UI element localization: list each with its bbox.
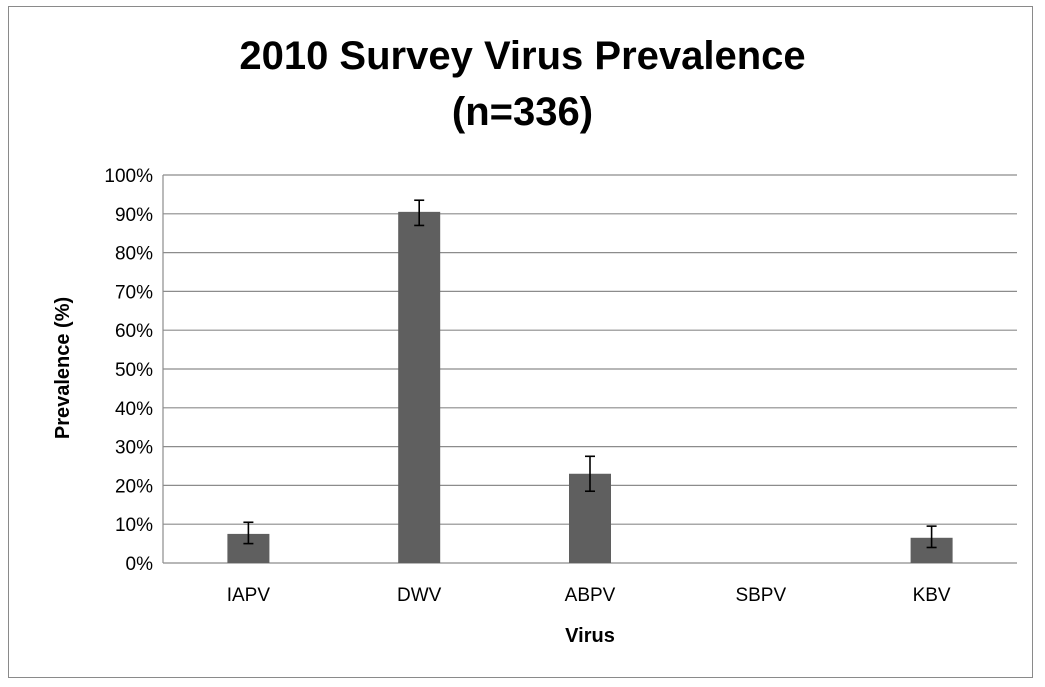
- y-tick-label: 60%: [115, 321, 153, 342]
- bar-dwv: [398, 211, 441, 564]
- x-tick-label-kbv: KBV: [913, 585, 951, 606]
- error-bar-kbv: [926, 525, 937, 549]
- y-tick-label: 100%: [104, 166, 153, 187]
- error-bars: [243, 199, 937, 549]
- y-tick-label: 0%: [126, 554, 154, 575]
- error-bar-abpv: [585, 455, 595, 493]
- y-tick-label: 50%: [115, 360, 153, 381]
- x-tick-label-sbpv: SBPV: [735, 585, 786, 606]
- x-tick-label-dwv: DWV: [397, 585, 442, 606]
- x-tick-label-abpv: ABPV: [565, 585, 616, 606]
- x-tick-label-iapv: IAPV: [227, 585, 271, 606]
- error-bar-iapv: [243, 521, 254, 545]
- y-tick-label: 90%: [115, 205, 153, 226]
- y-tick-label: 20%: [115, 476, 153, 497]
- y-tick-label: 30%: [115, 438, 153, 459]
- chart-title-line-1: 2010 Survey Virus Prevalence: [239, 34, 806, 78]
- chart-title: 2010 Survey Virus Prevalence (n=336): [0, 28, 1045, 140]
- y-tick-labels: 0% 10% 20% 30% 40% 50% 60% 70% 80% 90% 100%: [104, 166, 153, 575]
- error-bar-dwv: [414, 199, 425, 227]
- y-tick-label: 70%: [115, 282, 153, 303]
- y-tick-label: 40%: [115, 399, 153, 420]
- chart-frame: [8, 6, 1033, 678]
- bars: [227, 211, 953, 564]
- y-axis-title: Prevalence (%): [52, 297, 74, 439]
- x-tick-labels: IAPV DWV ABPV SBPV KBV: [227, 585, 951, 606]
- y-tick-label: 10%: [115, 515, 153, 536]
- chart-title-line-2: (n=336): [451, 90, 594, 134]
- x-axis-title: Virus: [565, 625, 615, 647]
- y-tick-label: 80%: [115, 244, 153, 265]
